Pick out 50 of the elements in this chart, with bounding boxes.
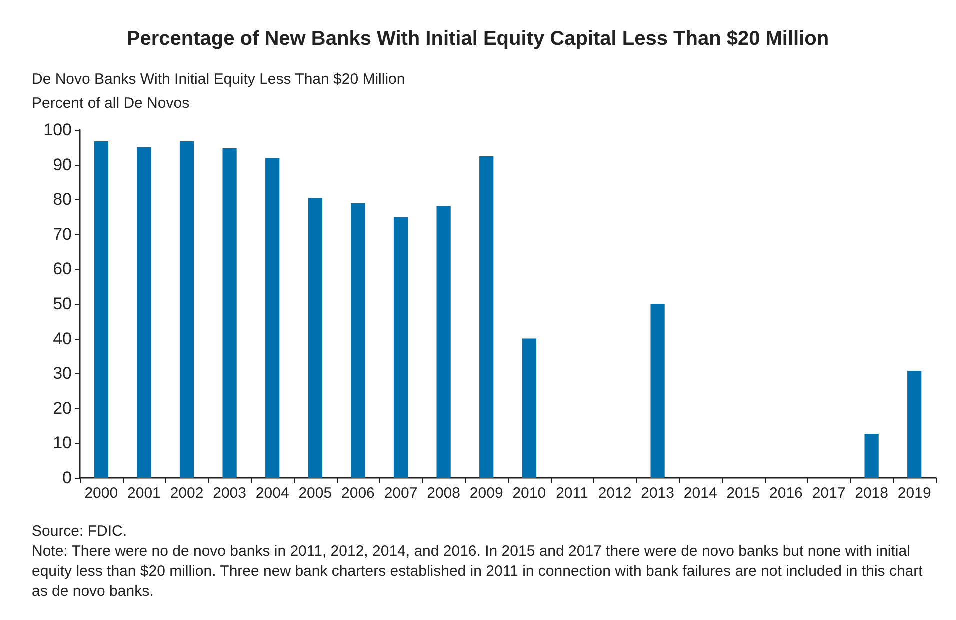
bar: [266, 158, 280, 478]
x-tick-label: 2018: [855, 485, 888, 502]
bar: [864, 434, 879, 478]
x-tick-label: 2014: [684, 485, 718, 502]
x-tick-label: 2005: [298, 485, 332, 502]
x-tick-label: 2006: [342, 485, 375, 502]
text: Note: There were no de novo banks in 2011, 2012, 2014, and 2016. In 2015 and 2017 there were de novo banks but none with initial equity less than $20 million. Three new bank charters established in 2011 in connection with bank failures are not included in this chart as de novo banks.: [32, 542, 924, 602]
y-tick-label: 90: [53, 155, 72, 174]
bar: [351, 203, 366, 478]
y-axis-title: Percent of all De Novos: [32, 94, 191, 114]
bar: [180, 141, 194, 478]
x-tick-label: 2000: [84, 485, 118, 502]
source-note: Source: FDIC.: [32, 522, 128, 542]
bar: [137, 147, 152, 478]
x-tick-label: 2007: [384, 485, 418, 502]
bar: [436, 206, 451, 478]
y-tick-label: 30: [53, 364, 72, 384]
x-tick-label: 2004: [256, 485, 290, 502]
chart-subtitle: De Novo Banks With Initial Equity Less Than $20 Million: [32, 70, 406, 90]
x-tick-label: 2015: [726, 485, 760, 502]
bar: [480, 156, 494, 478]
y-tick-label: 0: [62, 468, 72, 488]
y-tick-label: 100: [44, 120, 72, 140]
chart-title: Percentage of New Banks With Initial Equity Capital Less Than $20 Million: [126, 28, 830, 51]
x-tick-label: 2013: [641, 485, 674, 502]
y-tick-label: 10: [53, 434, 72, 453]
x-tick-label: 2002: [170, 485, 204, 502]
bar: [222, 148, 237, 478]
y-tick-label: 20: [53, 398, 72, 418]
bar: [650, 304, 665, 478]
bar: [394, 217, 408, 478]
x-tick-label: 2001: [128, 485, 161, 502]
x-tick-label: 2003: [213, 485, 246, 502]
y-tick-label: 40: [53, 329, 72, 348]
x-tick-label: 2016: [770, 485, 803, 502]
x-tick-label: 2011: [556, 485, 588, 502]
y-tick-label: 50: [53, 294, 72, 314]
bar: [908, 371, 922, 478]
bar: [522, 338, 536, 478]
bar: [94, 141, 108, 478]
x-tick-label: 2008: [427, 485, 460, 502]
x-tick-label: 2009: [470, 485, 504, 502]
y-tick-label: 70: [53, 224, 72, 244]
x-tick-label: 2019: [898, 485, 932, 502]
bar: [308, 198, 322, 478]
x-tick-label: 2017: [812, 485, 846, 502]
x-tick-label: 2010: [512, 485, 546, 502]
y-tick-label: 60: [53, 260, 72, 279]
x-tick-label: 2012: [598, 485, 632, 502]
y-tick-label: 80: [53, 190, 72, 210]
